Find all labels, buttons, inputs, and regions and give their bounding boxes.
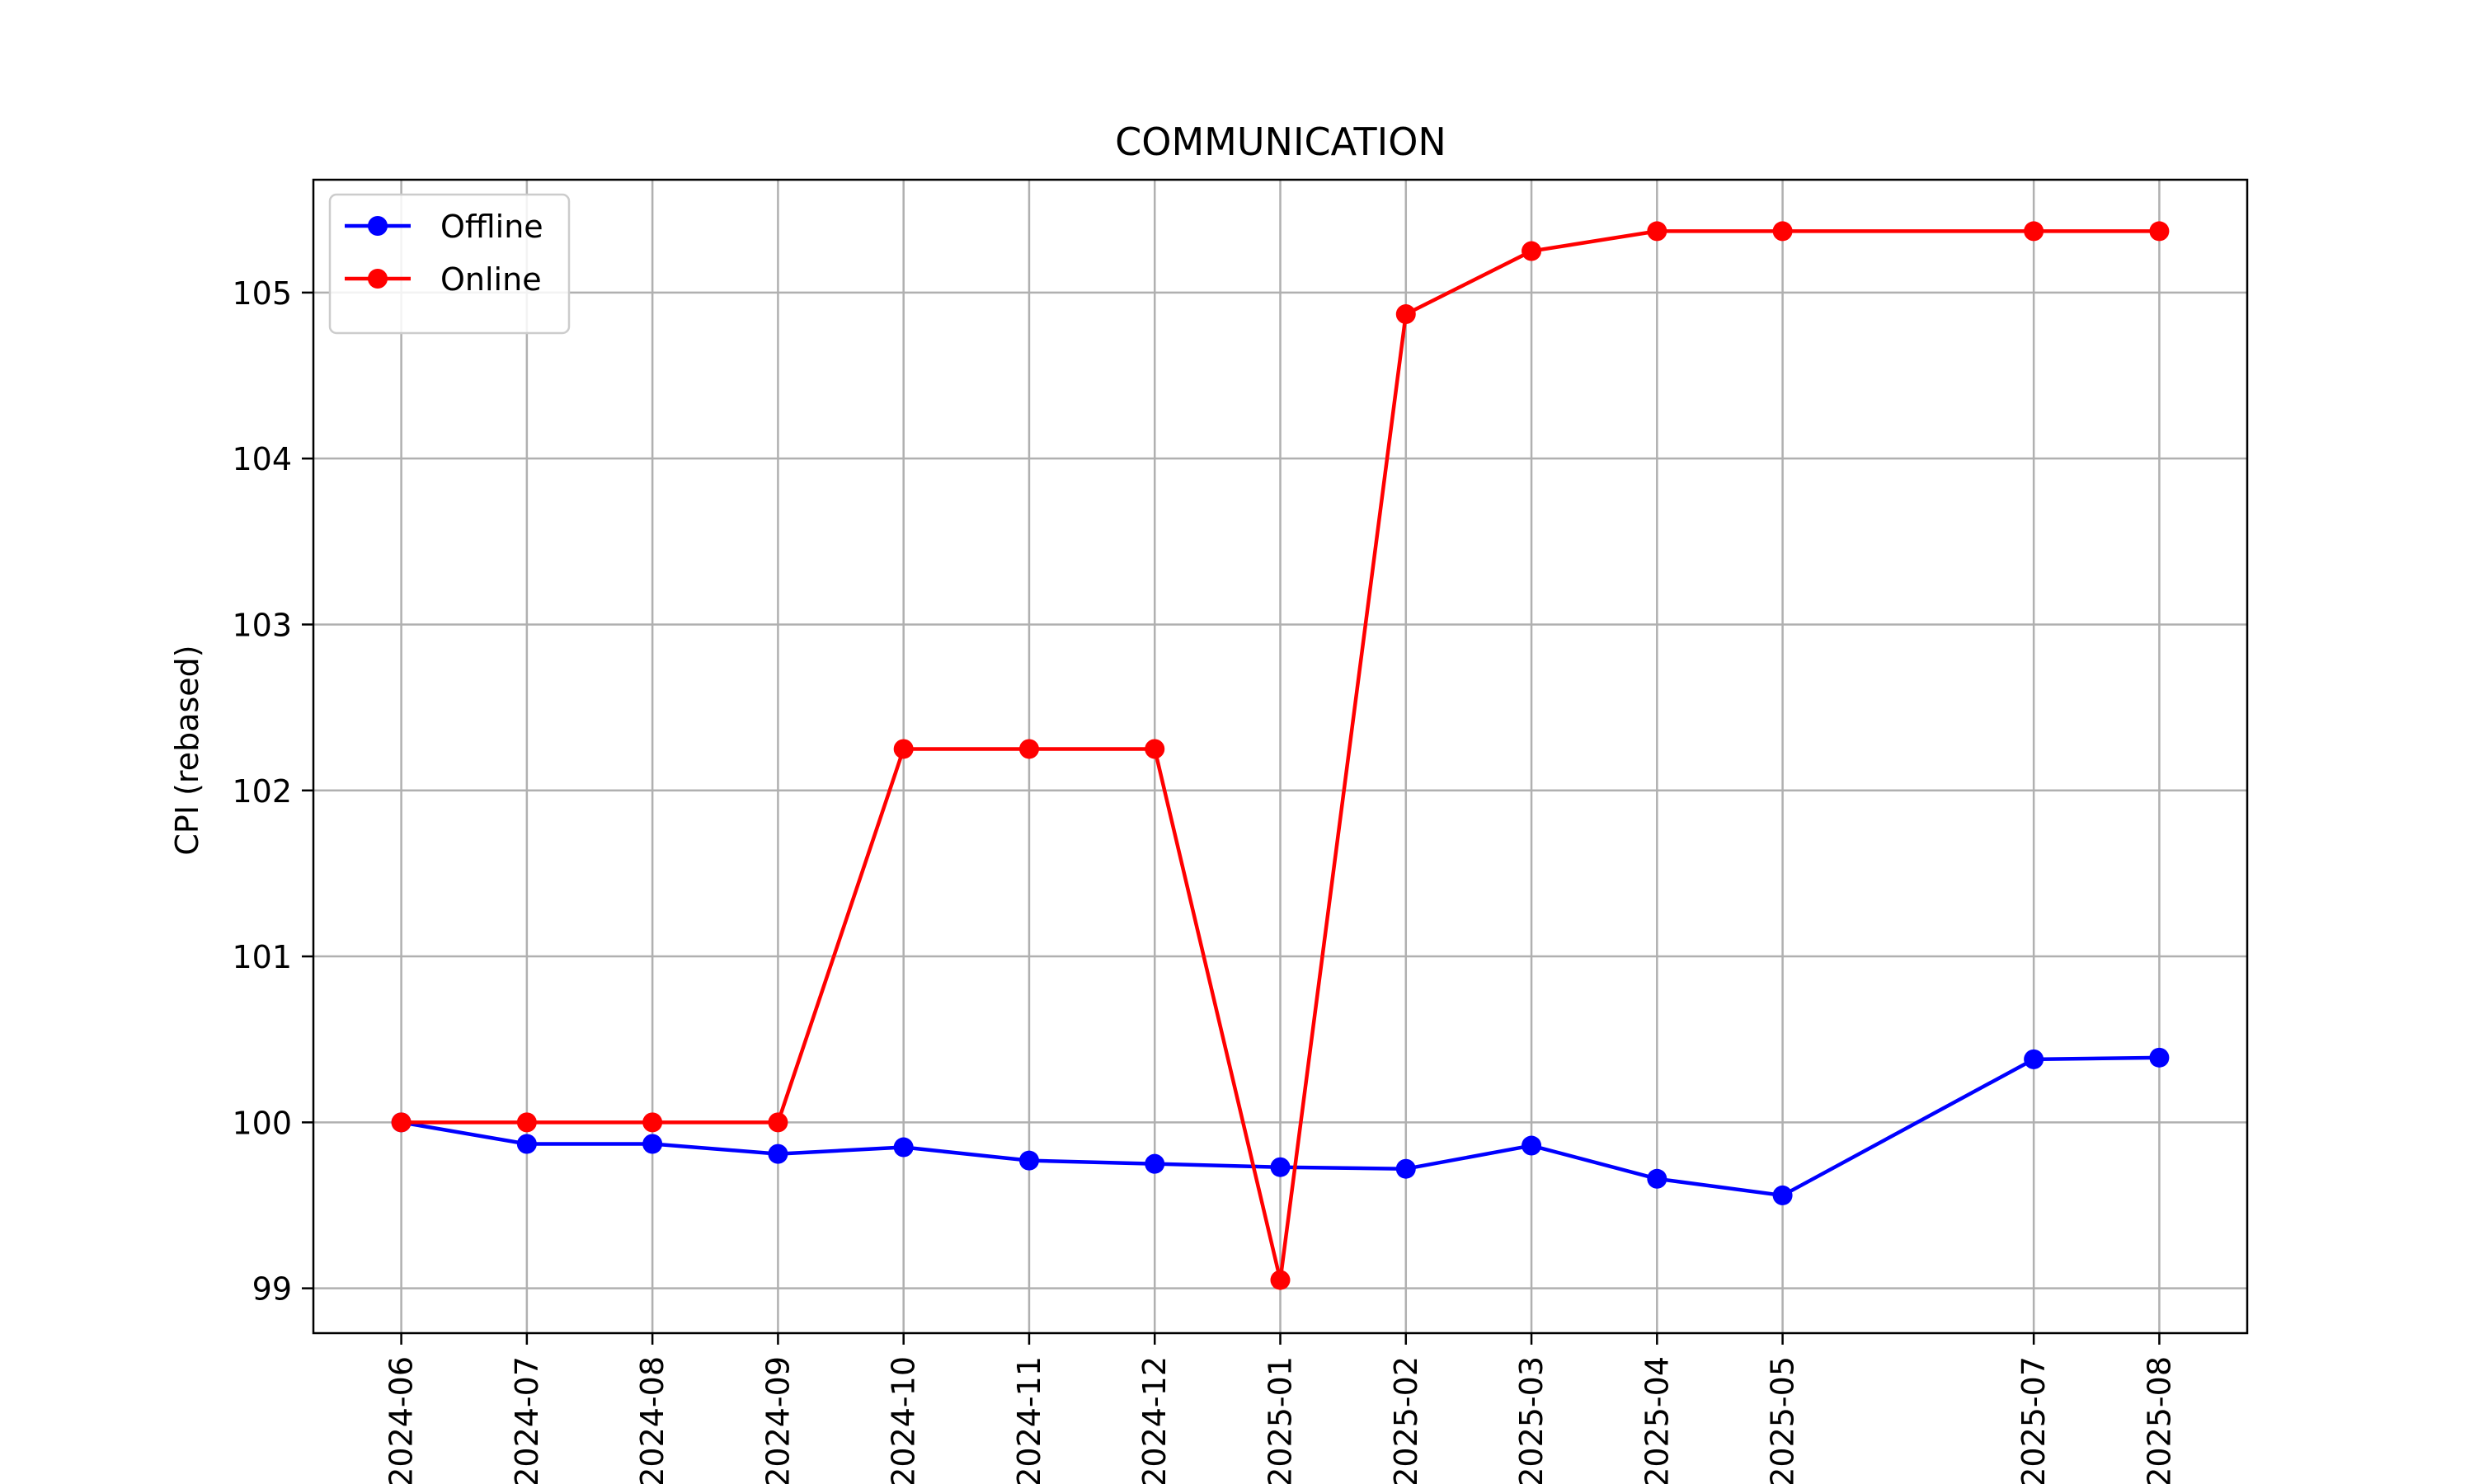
data-point-online bbox=[391, 1112, 412, 1133]
data-point-online bbox=[1647, 221, 1667, 242]
x-tick-label: 2025-01 bbox=[1263, 1356, 1299, 1484]
x-tick-label: 2025-07 bbox=[2015, 1356, 2052, 1484]
data-point-online bbox=[1522, 241, 1542, 261]
x-tick-label: 2025-05 bbox=[1765, 1356, 1801, 1484]
data-point-online bbox=[893, 739, 914, 759]
series-group bbox=[391, 221, 2170, 1290]
series-offline bbox=[391, 1047, 2170, 1205]
chart-title: COMMUNICATION bbox=[1115, 120, 1446, 164]
data-point-offline bbox=[1018, 1150, 1039, 1171]
series-line-offline bbox=[401, 1055, 2160, 1198]
y-tick-label: 102 bbox=[232, 773, 292, 810]
grid bbox=[313, 180, 2247, 1333]
data-point-offline bbox=[768, 1144, 788, 1164]
data-point-offline bbox=[642, 1134, 663, 1154]
data-point-online bbox=[2024, 221, 2044, 242]
x-tick-label: 2025-08 bbox=[2141, 1356, 2177, 1484]
y-tick-label: 103 bbox=[232, 607, 292, 643]
legend-label-online: Online bbox=[440, 261, 542, 298]
legend-label-offline: Offline bbox=[440, 209, 543, 245]
series-line-online bbox=[401, 229, 2160, 1282]
data-point-offline bbox=[1522, 1135, 1542, 1156]
data-point-online bbox=[768, 1112, 788, 1133]
data-point-online bbox=[1270, 1270, 1291, 1290]
y-tick-label: 105 bbox=[232, 275, 292, 312]
y-tick-label: 99 bbox=[252, 1271, 292, 1308]
y-axis: 99 100 101 102 103 104 105 bbox=[232, 275, 313, 1308]
legend: Offline Online bbox=[328, 193, 571, 335]
x-tick-label: 2025-04 bbox=[1639, 1356, 1675, 1484]
data-point-offline bbox=[2024, 1049, 2044, 1069]
data-point-online bbox=[2149, 221, 2170, 242]
x-tick-label: 2025-03 bbox=[1513, 1356, 1550, 1484]
y-tick-label: 101 bbox=[232, 939, 292, 975]
x-axis: 2024-06 2024-07 2024-08 2024-09 2024-10 2024-… bbox=[383, 1333, 2177, 1484]
data-point-offline bbox=[893, 1137, 914, 1158]
data-point-offline bbox=[516, 1134, 537, 1154]
x-tick-label: 2024-08 bbox=[634, 1356, 670, 1484]
y-axis-label: CPI (rebased) bbox=[169, 645, 205, 855]
data-point-online bbox=[1145, 739, 1165, 759]
x-tick-label: 2024-06 bbox=[383, 1356, 420, 1484]
x-tick-label: 2024-09 bbox=[760, 1356, 796, 1484]
data-point-offline bbox=[1145, 1153, 1165, 1174]
x-tick-label: 2024-12 bbox=[1136, 1356, 1173, 1484]
series-online bbox=[391, 221, 2170, 1290]
x-tick-label: 2024-11 bbox=[1011, 1356, 1047, 1484]
data-point-offline bbox=[1772, 1185, 1793, 1205]
data-point-offline bbox=[1395, 1158, 1416, 1179]
data-point-online bbox=[516, 1112, 537, 1133]
data-point-offline bbox=[1270, 1157, 1291, 1177]
data-point-online bbox=[642, 1112, 663, 1133]
x-tick-label: 2024-07 bbox=[509, 1356, 545, 1484]
data-point-online bbox=[1395, 304, 1416, 325]
legend-marker-online bbox=[368, 269, 388, 289]
x-tick-label: 2025-02 bbox=[1388, 1356, 1424, 1484]
y-tick-label: 100 bbox=[232, 1105, 292, 1141]
data-point-online bbox=[1772, 221, 1793, 242]
y-tick-label: 104 bbox=[232, 441, 292, 477]
data-point-offline bbox=[1647, 1168, 1667, 1189]
data-point-online bbox=[1018, 739, 1039, 759]
legend-box bbox=[328, 193, 571, 335]
legend-marker-offline bbox=[368, 216, 388, 236]
data-point-offline bbox=[2149, 1047, 2170, 1068]
x-tick-label: 2024-10 bbox=[886, 1356, 922, 1484]
